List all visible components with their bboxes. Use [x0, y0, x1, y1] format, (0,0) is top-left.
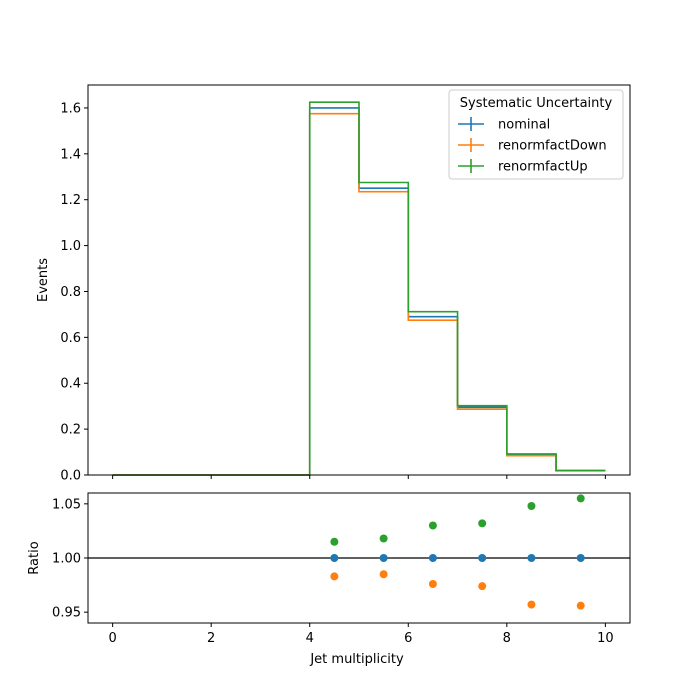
histogram-y-tick-label-8: 1.6	[60, 101, 81, 116]
ratio-point-s1-4	[527, 600, 536, 609]
histogram-x-ticks	[112, 475, 606, 479]
legend-label-renormfactUp: renormfactUp	[498, 160, 588, 175]
ratio-points-group	[330, 494, 585, 610]
histogram-y-tick-label-2: 0.4	[60, 377, 81, 392]
ratio-point-s2-0	[330, 537, 339, 546]
histogram-y-axis-label: Events	[36, 258, 51, 302]
ratio-point-s2-1	[379, 534, 388, 543]
ratio-point-s2-5	[576, 494, 585, 503]
ratio-y-tick-label-1: 1.00	[52, 552, 81, 567]
ratio-point-s1-5	[576, 601, 585, 610]
ratio-y-tick-label-0: 0.95	[52, 606, 81, 621]
ratio-x-ticks: 0 2 4 6 8 10	[108, 623, 614, 646]
ratio-y-ticks: 0.95 1.00 1.05	[52, 497, 88, 621]
ratio-y-axis-label: Ratio	[27, 541, 42, 574]
legend-label-nominal: nominal	[498, 118, 550, 133]
ratio-point-s0-0	[330, 554, 339, 562]
ratio-point-s0-5	[576, 554, 585, 562]
ratio-x-tick-label-3: 6	[404, 631, 412, 646]
legend-title: Systematic Uncertainty	[460, 96, 613, 111]
histogram-y-tick-label-0: 0.0	[60, 469, 81, 484]
histogram-panel: 0.0 0.2 0.4 0.6 0.8 1.0 1.2 1.4 1.6 Events Syste…	[36, 84, 631, 484]
legend-entries: nominal renormfactDown renormfactUp	[458, 117, 607, 175]
legend-label-renormfactDown: renormfactDown	[498, 139, 607, 154]
ratio-point-s0-1	[379, 554, 388, 562]
ratio-point-s2-3	[478, 519, 487, 528]
ratio-y-tick-label-2: 1.05	[52, 497, 81, 512]
legend-box	[448, 89, 624, 180]
ratio-x-tick-label-4: 8	[503, 631, 511, 646]
histogram-y-tick-label-4: 0.8	[60, 285, 81, 300]
ratio-point-s1-3	[478, 582, 487, 591]
histogram-y-tick-label-7: 1.4	[60, 147, 81, 162]
histogram-y-tick-label-6: 1.2	[60, 193, 81, 208]
ratio-point-s1-1	[379, 570, 388, 579]
ratio-panel: 0 2 4 6 8 10 0.95 1.00 1.05 Ratio Jet multiplic…	[27, 492, 631, 667]
ratio-x-tick-label-5: 10	[597, 631, 614, 646]
ratio-point-s0-2	[428, 554, 437, 562]
ratio-point-s2-2	[428, 521, 437, 530]
histogram-y-tick-label-5: 1.0	[60, 239, 81, 254]
ratio-point-s1-2	[428, 580, 437, 588]
histogram-y-ticks: 0.0 0.2 0.4 0.6 0.8 1.0 1.2 1.4 1.6	[60, 101, 88, 484]
ratio-x-axis-label: Jet multiplicity	[309, 652, 404, 667]
histogram-y-tick-label-3: 0.6	[60, 331, 81, 346]
legend: Systematic Uncertainty nominal renormfact…	[448, 89, 624, 180]
ratio-x-tick-label-2: 4	[306, 631, 314, 646]
histogram-axes-frame	[87, 84, 631, 476]
histogram-y-tick-label-1: 0.2	[60, 423, 81, 438]
ratio-x-tick-label-0: 0	[108, 631, 116, 646]
ratio-point-s0-4	[527, 554, 536, 562]
ratio-point-s2-4	[527, 502, 536, 510]
ratio-x-tick-label-1: 2	[207, 631, 215, 646]
ratio-point-s1-0	[330, 572, 339, 581]
ratio-point-s0-3	[478, 554, 487, 562]
